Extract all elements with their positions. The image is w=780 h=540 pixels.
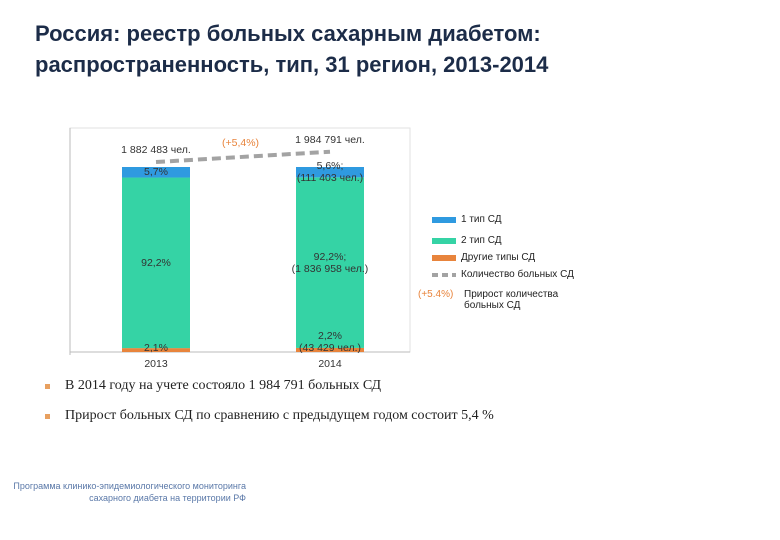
slide-title: Россия: реестр больных сахарным диабетом… [35,21,549,77]
legend-label: 2 тип СД [461,235,502,246]
bar-segment [296,347,364,352]
legend-label: (+5.4%) [418,289,454,300]
data-label: 2,1% [144,342,168,354]
data-label: 5,6%; (111 403 чел.) [296,160,364,185]
legend-label: 1 тип СД [461,214,502,225]
footer: Программа клинико-эпидемиологического мо… [13,481,246,503]
bar-segment [296,167,364,178]
data-label: 1 984 791 чел. [295,133,365,146]
data-label: 92,2%; (1 836 958 чел.) [291,250,369,275]
legend-swatch [432,238,456,244]
bar-segment [122,348,190,352]
data-label: 5,7% [144,166,168,179]
x-tick-label: 2013 [144,358,168,370]
bullet-marker [45,414,50,419]
data-label: 92,2% [141,256,171,269]
annotation: (+5,4%) [222,137,260,149]
data-label: 2,2% (43 429 чел.) [298,330,362,354]
legend-swatch [432,217,456,223]
bullet: Прирост больных СД по сравнению с предыд… [65,408,494,423]
legend-label: Количество больных СД [461,269,574,280]
legend-label: Другие типы СД [461,252,536,263]
legend-label: Прирост количества больных СД [464,289,559,311]
bullet: В 2014 году на учете состояло 1 984 791 … [65,378,382,393]
bullet-marker [45,384,50,389]
bar-segment [296,177,364,348]
bar-segment [122,177,190,349]
legend-swatch [432,255,456,261]
data-label: 1 882 483 чел. [121,144,191,157]
bar-segment [122,167,190,178]
line-series [155,149,331,165]
x-tick-label: 2014 [318,358,342,370]
